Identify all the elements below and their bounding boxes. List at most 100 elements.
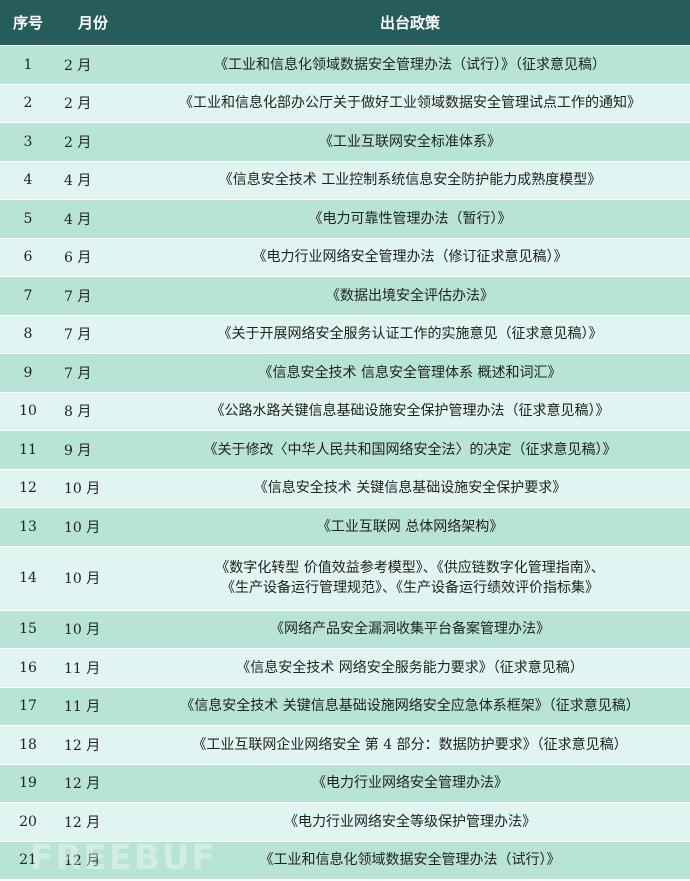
- row-month: 12 月: [56, 841, 130, 880]
- row-month: 11 月: [56, 648, 130, 688]
- policy-line: 《网络产品安全漏洞收集平台备案管理办法》: [270, 621, 550, 638]
- row-policy: 《网络产品安全漏洞收集平台备案管理办法》: [130, 610, 690, 649]
- row-index: 10: [0, 392, 56, 431]
- row-index: 20: [0, 802, 56, 842]
- policy-line: 《关于开展网络安全服务认证工作的实施意见（征求意见稿）》: [217, 326, 603, 343]
- policy-line: 《信息安全技术 关键信息基础设施安全保护要求》: [253, 480, 567, 497]
- row-policy: 《数据出境安全评估办法》: [130, 276, 690, 316]
- row-month: 12 月: [56, 764, 130, 803]
- policy-line: 《信息安全技术 信息安全管理体系 概述和词汇》: [258, 364, 562, 381]
- row-policy: 《工业和信息化部办公厅关于做好工业领域数据安全管理试点工作的通知》: [130, 84, 690, 123]
- table-row: 12 10 月 《信息安全技术 关键信息基础设施安全保护要求》: [0, 469, 690, 508]
- policy-line: 《工业互联网 总体网络架构》: [316, 518, 504, 535]
- row-month: 12 月: [56, 725, 130, 765]
- table-row: 20 12 月 《电力行业网络安全等级保护管理办法》: [0, 802, 690, 842]
- row-policy: 《电力行业网络安全管理办法》: [130, 764, 690, 803]
- table-row: 17 11 月 《信息安全技术 关键信息基础设施网络安全应急体系框架》（征求意见稿）: [0, 687, 690, 726]
- row-index: 19: [0, 764, 56, 803]
- row-month: 10 月: [56, 469, 130, 508]
- row-index: 4: [0, 161, 56, 200]
- row-index: 14: [0, 546, 56, 611]
- row-index: 11: [0, 430, 56, 470]
- row-month: 7 月: [56, 276, 130, 316]
- row-month: 6 月: [56, 238, 130, 277]
- policy-line: 《电力行业网络安全管理办法》: [312, 775, 508, 792]
- policy-line: 《电力行业网络安全等级保护管理办法》: [284, 813, 536, 830]
- policy-line: 《电力可靠性管理办法（暂行）》: [308, 210, 512, 227]
- table-row: 11 9 月 《关于修改〈中华人民共和国网络安全法〉的决定（征求意见稿）》: [0, 430, 690, 470]
- row-policy: 《工业和信息化领域数据安全管理办法（试行）》（征求意见稿）: [130, 45, 690, 85]
- row-policy: 《信息安全技术 网络安全服务能力要求》（征求意见稿）: [130, 648, 690, 688]
- policy-line: 《工业互联网企业网络安全 第 4 部分：数据防护要求》（征求意见稿）: [192, 736, 628, 753]
- policy-line: 《关于修改〈中华人民共和国网络安全法〉的决定（征求意见稿）》: [203, 441, 617, 458]
- policy-line: 《信息安全技术 工业控制系统信息安全防护能力成熟度模型》: [218, 172, 602, 189]
- policy-line: 《公路水路关键信息基础设施安全保护管理办法（征求意见稿）》: [210, 403, 610, 420]
- row-month: 2 月: [56, 122, 130, 162]
- row-month: 11 月: [56, 687, 130, 726]
- row-index: 17: [0, 687, 56, 726]
- policy-line: 《工业和信息化部办公厅关于做好工业领域数据安全管理试点工作的通知》: [179, 95, 641, 112]
- row-policy: 《信息安全技术 关键信息基础设施安全保护要求》: [130, 469, 690, 508]
- row-index: 1: [0, 45, 56, 85]
- row-index: 12: [0, 469, 56, 508]
- row-policy: 《关于修改〈中华人民共和国网络安全法〉的决定（征求意见稿）》: [130, 430, 690, 470]
- policy-line: 《工业和信息化领域数据安全管理办法（试行）》: [259, 852, 561, 869]
- row-policy: 《关于开展网络安全服务认证工作的实施意见（征求意见稿）》: [130, 315, 690, 354]
- row-index: 18: [0, 725, 56, 765]
- policy-line: 《工业和信息化领域数据安全管理办法（试行）》（征求意见稿）: [214, 56, 606, 73]
- row-month: 12 月: [56, 802, 130, 842]
- row-month: 8 月: [56, 392, 130, 431]
- policy-line: 《数据出境安全评估办法》: [326, 287, 494, 304]
- row-index: 2: [0, 84, 56, 123]
- row-index: 16: [0, 648, 56, 688]
- header-index: 序号: [0, 0, 56, 46]
- row-month: 2 月: [56, 45, 130, 85]
- policy-line: 《生产设备运行管理规范》、《生产设备运行绩效评价指标集》: [221, 580, 599, 596]
- row-policy: 《工业互联网安全标准体系》: [130, 122, 690, 162]
- table-row: 21 12 月 《工业和信息化领域数据安全管理办法（试行）》: [0, 841, 690, 880]
- row-policy: 《数字化转型 价值效益参考模型》、《供应链数字化管理指南》、 《生产设备运行管理规…: [130, 546, 690, 611]
- row-index: 3: [0, 122, 56, 162]
- row-month: 7 月: [56, 315, 130, 354]
- row-policy: 《电力行业网络安全等级保护管理办法》: [130, 802, 690, 842]
- table-row: 19 12 月 《电力行业网络安全管理办法》: [0, 764, 690, 803]
- row-index: 13: [0, 507, 56, 547]
- table-header: 序号 月份 出台政策: [0, 0, 690, 46]
- row-index: 21: [0, 841, 56, 880]
- row-month: 9 月: [56, 430, 130, 470]
- row-month: 10 月: [56, 546, 130, 611]
- row-index: 9: [0, 353, 56, 393]
- row-policy: 《电力行业网络安全管理办法（修订征求意见稿）》: [130, 238, 690, 277]
- row-policy: 《公路水路关键信息基础设施安全保护管理办法（征求意见稿）》: [130, 392, 690, 431]
- row-month: 2 月: [56, 84, 130, 123]
- row-policy: 《工业和信息化领域数据安全管理办法（试行）》: [130, 841, 690, 880]
- table-row: 15 10 月 《网络产品安全漏洞收集平台备案管理办法》: [0, 610, 690, 649]
- row-policy: 《信息安全技术 信息安全管理体系 概述和词汇》: [130, 353, 690, 393]
- row-policy: 《信息安全技术 关键信息基础设施网络安全应急体系框架》（征求意见稿）: [130, 687, 690, 726]
- policy-line: 《数字化转型 价值效益参考模型》、《供应链数字化管理指南》、: [215, 560, 605, 576]
- row-index: 7: [0, 276, 56, 316]
- table-row: 14 10 月《数字化转型 价值效益参考模型》、《供应链数字化管理指南》、 《生产设…: [0, 546, 690, 611]
- row-index: 8: [0, 315, 56, 354]
- policy-line: 《信息安全技术 关键信息基础设施网络安全应急体系框架》（征求意见稿）: [180, 698, 640, 715]
- row-month: 10 月: [56, 507, 130, 547]
- row-policy: 《工业互联网 总体网络架构》: [130, 507, 690, 547]
- row-month: 4 月: [56, 199, 130, 239]
- row-policy: 《信息安全技术 工业控制系统信息安全防护能力成熟度模型》: [130, 161, 690, 200]
- table-row: 10 8 月 《公路水路关键信息基础设施安全保护管理办法（征求意见稿）》: [0, 392, 690, 431]
- row-policy: 《工业互联网企业网络安全 第 4 部分：数据防护要求》（征求意见稿）: [130, 725, 690, 765]
- row-index: 5: [0, 199, 56, 239]
- row-policy: 《电力可靠性管理办法（暂行）》: [130, 199, 690, 239]
- header-month: 月份: [56, 0, 130, 46]
- policy-line: 《信息安全技术 网络安全服务能力要求》（征求意见稿）: [236, 659, 584, 676]
- row-month: 7 月: [56, 353, 130, 393]
